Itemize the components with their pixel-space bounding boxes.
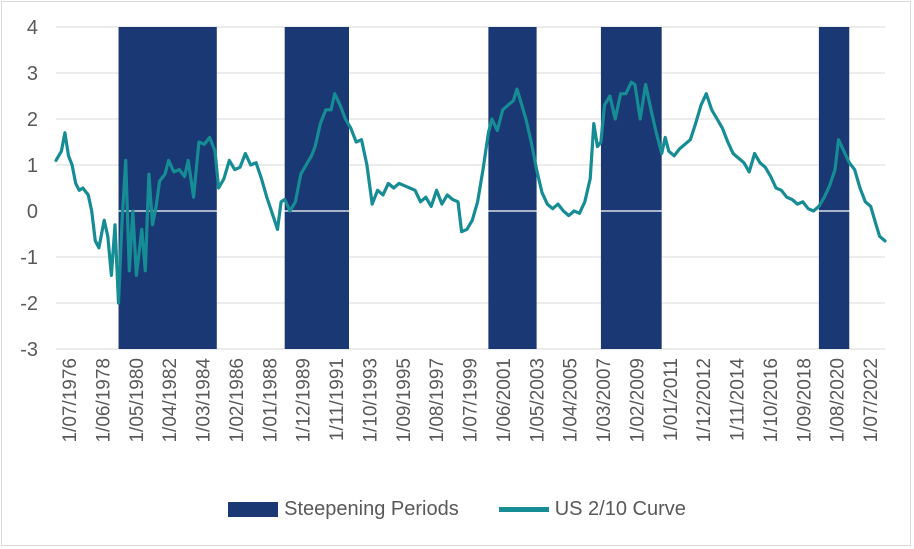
x-tick-label: 1/07/1999 bbox=[461, 358, 482, 443]
y-tick-label: 1 bbox=[27, 155, 38, 177]
x-tick-label: 1/06/1978 bbox=[93, 358, 114, 443]
x-tick-label: 1/04/2005 bbox=[561, 358, 582, 443]
x-tick-label: 1/03/1984 bbox=[194, 358, 215, 443]
x-tick-label: 1/08/1997 bbox=[427, 358, 448, 443]
y-tick-label: 4 bbox=[27, 17, 38, 39]
y-tick-label: 3 bbox=[27, 63, 38, 85]
x-tick-label: 1/01/1988 bbox=[260, 358, 281, 443]
x-tick-label: 1/07/1976 bbox=[60, 358, 81, 443]
x-tick-label: 1/09/1995 bbox=[394, 358, 415, 443]
steepening-bar bbox=[600, 27, 662, 349]
x-tick-label: 1/10/2016 bbox=[761, 358, 782, 443]
x-tick-label: 1/05/2003 bbox=[527, 358, 548, 443]
x-tick-label: 1/02/1986 bbox=[227, 358, 248, 443]
y-tick-label: -1 bbox=[20, 247, 38, 269]
y-tick-label: -2 bbox=[20, 293, 38, 315]
x-tick-label: 1/08/2020 bbox=[828, 358, 849, 443]
x-tick-label: 1/04/1982 bbox=[160, 358, 181, 443]
x-tick-label: 1/06/2001 bbox=[494, 358, 515, 443]
steepening-bar bbox=[118, 27, 217, 349]
y-tick-label: -3 bbox=[20, 339, 38, 361]
x-tick-label: 1/12/2012 bbox=[694, 358, 715, 443]
legend-swatch-steepening bbox=[228, 501, 279, 517]
x-tick-label: 1/09/2018 bbox=[794, 358, 815, 443]
x-tick-label: 1/05/1980 bbox=[127, 358, 148, 443]
x-tick-label: 1/03/2007 bbox=[594, 358, 615, 443]
legend-label-curve: US 2/10 Curve bbox=[554, 497, 686, 520]
y-tick-label: 0 bbox=[27, 201, 38, 223]
y-tick-label: 2 bbox=[27, 109, 38, 131]
x-tick-label: 1/07/2022 bbox=[861, 358, 882, 443]
legend-item-curve: US 2/10 Curve bbox=[498, 497, 686, 521]
x-tick-label: 1/11/2014 bbox=[728, 358, 749, 442]
steepening-bar bbox=[818, 27, 850, 349]
legend: Steepening Periods US 2/10 Curve bbox=[0, 494, 914, 524]
legend-label-steepening: Steepening Periods bbox=[284, 497, 459, 520]
x-tick-label: 1/01/2011 bbox=[661, 358, 682, 441]
steepening-bar bbox=[284, 27, 350, 349]
legend-swatch-curve bbox=[498, 506, 549, 512]
legend-item-steepening: Steepening Periods bbox=[228, 498, 459, 521]
series-line-us-2-10-curve bbox=[54, 80, 887, 305]
x-tick-label: 1/02/2009 bbox=[627, 358, 648, 443]
x-tick-label: 1/12/1989 bbox=[294, 358, 315, 443]
steepening-bar bbox=[488, 27, 537, 349]
x-tick-label: 1/10/1993 bbox=[360, 358, 381, 443]
x-tick-label: 1/11/1991 bbox=[327, 358, 348, 441]
